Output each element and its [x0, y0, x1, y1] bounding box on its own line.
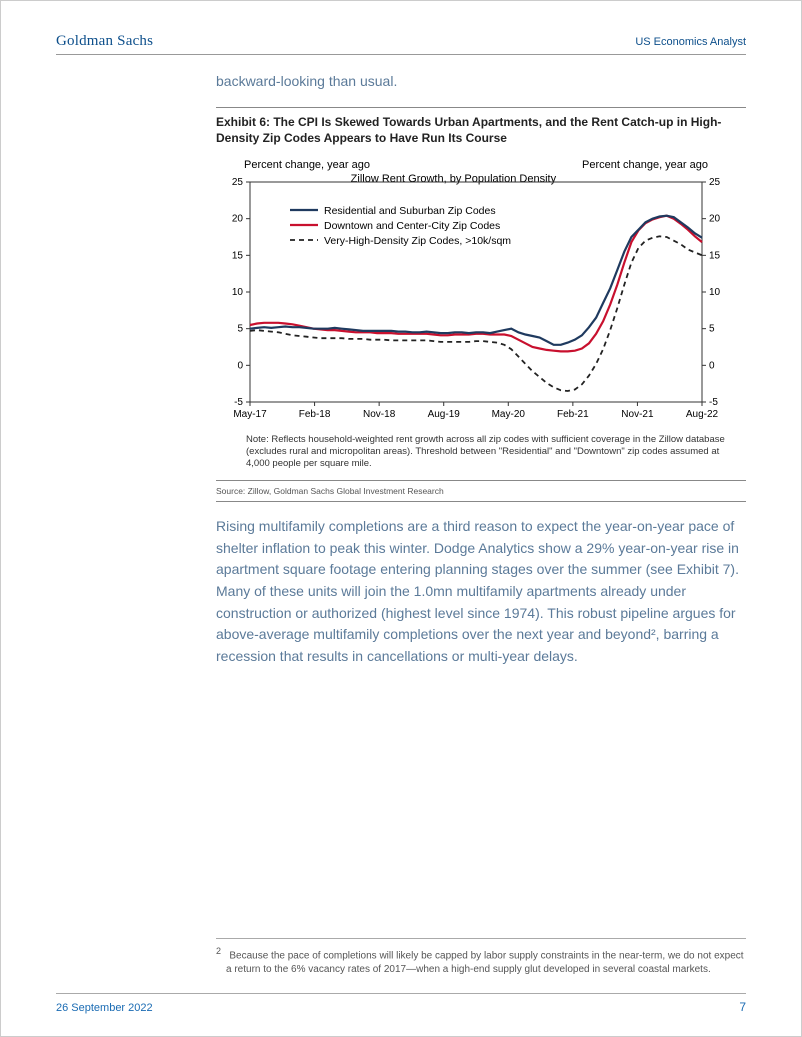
footer-date: 26 September 2022	[56, 1002, 153, 1014]
exhibit-source: Source: Zillow, Goldman Sachs Global Inv…	[216, 480, 746, 502]
svg-text:Nov-21: Nov-21	[621, 409, 654, 420]
intro-fragment: backward-looking than usual.	[216, 73, 746, 89]
svg-text:Feb-18: Feb-18	[299, 409, 331, 420]
svg-text:Aug-22: Aug-22	[686, 409, 719, 420]
svg-text:25: 25	[709, 177, 721, 188]
footer-page-number: 7	[739, 1000, 746, 1014]
brand-logo: Goldman Sachs	[56, 33, 153, 50]
chart-svg: Percent change, year ago Percent change, …	[216, 154, 736, 434]
rent-growth-chart: Percent change, year ago Percent change, …	[216, 154, 736, 434]
exhibit-title: Exhibit 6: The CPI Is Skewed Towards Urb…	[216, 114, 746, 146]
svg-text:May-20: May-20	[492, 409, 526, 420]
exhibit-6: Exhibit 6: The CPI Is Skewed Towards Urb…	[216, 107, 746, 502]
svg-text:0: 0	[709, 361, 715, 372]
svg-text:5: 5	[709, 324, 715, 335]
svg-text:10: 10	[709, 287, 721, 298]
body-paragraph: Rising multifamily completions are a thi…	[216, 516, 746, 668]
svg-text:Aug-19: Aug-19	[428, 409, 461, 420]
svg-text:May-17: May-17	[233, 409, 267, 420]
svg-text:0: 0	[237, 361, 243, 372]
svg-text:Very-High-Density Zip Codes, >: Very-High-Density Zip Codes, >10k/sqm	[324, 235, 511, 247]
svg-text:Feb-21: Feb-21	[557, 409, 589, 420]
chart-note: Note: Reflects household-weighted rent g…	[216, 434, 746, 470]
svg-text:-5: -5	[234, 397, 243, 408]
svg-text:20: 20	[232, 214, 244, 225]
svg-text:15: 15	[232, 251, 244, 262]
page-header: Goldman Sachs US Economics Analyst	[56, 33, 746, 55]
svg-text:Nov-18: Nov-18	[363, 409, 396, 420]
svg-text:Residential and Suburban Zip C: Residential and Suburban Zip Codes	[324, 205, 496, 217]
svg-text:15: 15	[709, 251, 721, 262]
footnote-2: 2 Because the pace of completions will l…	[216, 945, 746, 976]
svg-text:20: 20	[709, 214, 721, 225]
page: Goldman Sachs US Economics Analyst backw…	[0, 0, 802, 1037]
page-footer: 26 September 2022 7	[56, 993, 746, 1014]
footnotes: 2 Because the pace of completions will l…	[216, 938, 746, 976]
footnote-number: 2	[216, 946, 221, 956]
footnote-text: Because the pace of completions will lik…	[226, 950, 744, 975]
svg-text:25: 25	[232, 177, 244, 188]
svg-text:-5: -5	[709, 397, 718, 408]
svg-text:Zillow Rent Growth, by Populat: Zillow Rent Growth, by Population Densit…	[351, 173, 557, 185]
svg-text:Downtown and Center-City Zip C: Downtown and Center-City Zip Codes	[324, 220, 500, 232]
svg-text:5: 5	[237, 324, 243, 335]
document-title: US Economics Analyst	[635, 36, 746, 48]
svg-text:Percent change, year ago: Percent change, year ago	[582, 159, 708, 171]
svg-text:Percent change, year ago: Percent change, year ago	[244, 159, 370, 171]
svg-text:10: 10	[232, 287, 244, 298]
